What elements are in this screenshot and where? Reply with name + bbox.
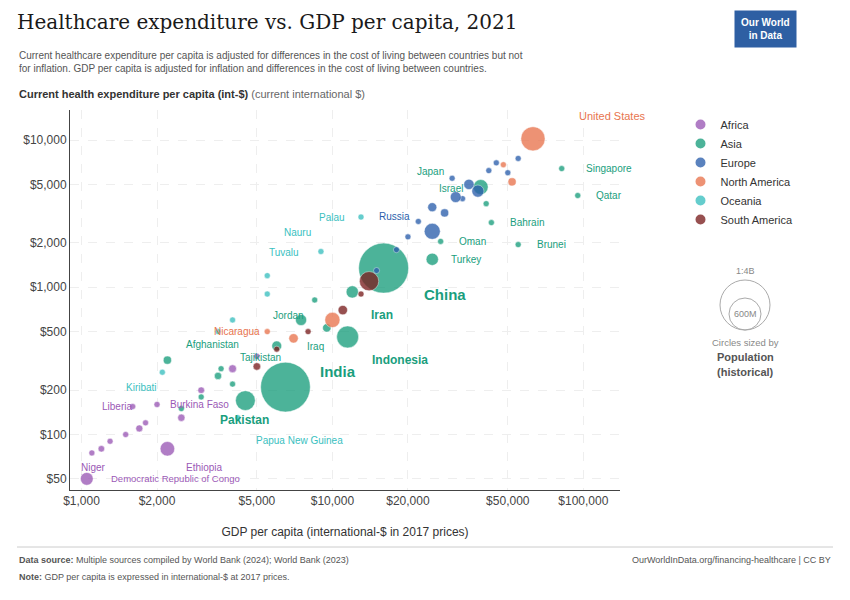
- svg-text:$200: $200: [40, 383, 67, 397]
- svg-text:South America: South America: [721, 214, 793, 226]
- svg-text:India: India: [320, 363, 356, 380]
- svg-text:Africa: Africa: [721, 119, 750, 131]
- svg-text:Burkina Faso: Burkina Faso: [170, 399, 229, 410]
- svg-text:600M: 600M: [734, 309, 757, 319]
- svg-text:Population: Population: [717, 351, 774, 363]
- svg-text:Pakistan: Pakistan: [220, 413, 269, 427]
- svg-text:Circles sized by: Circles sized by: [712, 337, 779, 348]
- svg-text:China: China: [424, 286, 466, 303]
- svg-text:$5,000: $5,000: [239, 494, 276, 508]
- svg-text:Russia: Russia: [379, 211, 410, 222]
- svg-text:North America: North America: [721, 176, 792, 188]
- svg-text:Indonesia: Indonesia: [372, 353, 428, 367]
- svg-text:Healthcare expenditure vs. GDP: Healthcare expenditure vs. GDP per capit…: [17, 10, 517, 34]
- svg-text:Tajikistan: Tajikistan: [240, 352, 281, 363]
- svg-text:$1,000: $1,000: [63, 494, 100, 508]
- svg-text:$100,000: $100,000: [558, 494, 608, 508]
- svg-text:$5,000: $5,000: [30, 178, 67, 192]
- svg-text:1:4B: 1:4B: [736, 266, 755, 276]
- svg-text:OurWorldInData.org/financing-h: OurWorldInData.org/financing-healthcare …: [632, 555, 831, 565]
- svg-text:Turkey: Turkey: [451, 254, 481, 265]
- svg-text:$20,000: $20,000: [386, 494, 430, 508]
- svg-text:Liberia: Liberia: [102, 401, 132, 412]
- svg-text:$50,000: $50,000: [486, 494, 530, 508]
- svg-text:Nauru: Nauru: [284, 227, 311, 238]
- svg-text:Bahrain: Bahrain: [510, 217, 544, 228]
- svg-text:Papua New Guinea: Papua New Guinea: [256, 435, 343, 446]
- svg-text:Iran: Iran: [371, 308, 393, 322]
- svg-text:Brunei: Brunei: [537, 239, 566, 250]
- svg-text:Israel: Israel: [439, 183, 463, 194]
- svg-text:Palau: Palau: [319, 212, 345, 223]
- svg-text:$2,000: $2,000: [30, 236, 67, 250]
- svg-text:(historical): (historical): [717, 366, 774, 378]
- svg-text:Iraq: Iraq: [307, 341, 324, 352]
- svg-text:$100: $100: [40, 428, 67, 442]
- svg-text:Europe: Europe: [721, 157, 756, 169]
- svg-text:Nicaragua: Nicaragua: [214, 326, 260, 337]
- svg-text:Japan: Japan: [417, 166, 444, 177]
- svg-text:Current health expenditure per: Current health expenditure per capita (i…: [19, 88, 365, 100]
- svg-text:Ethiopia: Ethiopia: [186, 462, 223, 473]
- svg-text:$10,000: $10,000: [311, 494, 355, 508]
- svg-text:Current healthcare expenditure: Current healthcare expenditure per capit…: [19, 50, 523, 74]
- svg-text:$10,000: $10,000: [23, 133, 67, 147]
- svg-text:United States: United States: [579, 110, 646, 122]
- svg-text:Our Worldin Data: Our Worldin Data: [741, 17, 790, 41]
- svg-text:$1,000: $1,000: [30, 280, 67, 294]
- svg-text:Data source: Multiple sources: Data source: Multiple sources compiled b…: [19, 555, 349, 565]
- svg-text:Tuvalu: Tuvalu: [269, 247, 299, 258]
- svg-text:Oceania: Oceania: [721, 195, 763, 207]
- svg-text:Democratic Republic of Congo: Democratic Republic of Congo: [111, 473, 240, 484]
- svg-text:$500: $500: [40, 325, 67, 339]
- svg-text:$50: $50: [47, 472, 67, 486]
- svg-text:Kiribati: Kiribati: [126, 382, 157, 393]
- svg-text:$2,000: $2,000: [139, 494, 176, 508]
- svg-text:Note: GDP per capita is expres: Note: GDP per capita is expressed in int…: [19, 572, 289, 582]
- svg-text:Jordan: Jordan: [273, 310, 304, 321]
- svg-text:Qatar: Qatar: [596, 190, 622, 201]
- svg-text:Singapore: Singapore: [586, 163, 632, 174]
- svg-text:Oman: Oman: [459, 236, 486, 247]
- svg-text:Niger: Niger: [81, 462, 106, 473]
- svg-text:GDP per capita (international-: GDP per capita (international-$ in 2017 …: [221, 525, 468, 539]
- svg-text:Afghanistan: Afghanistan: [186, 339, 239, 350]
- svg-text:Asia: Asia: [721, 138, 743, 150]
